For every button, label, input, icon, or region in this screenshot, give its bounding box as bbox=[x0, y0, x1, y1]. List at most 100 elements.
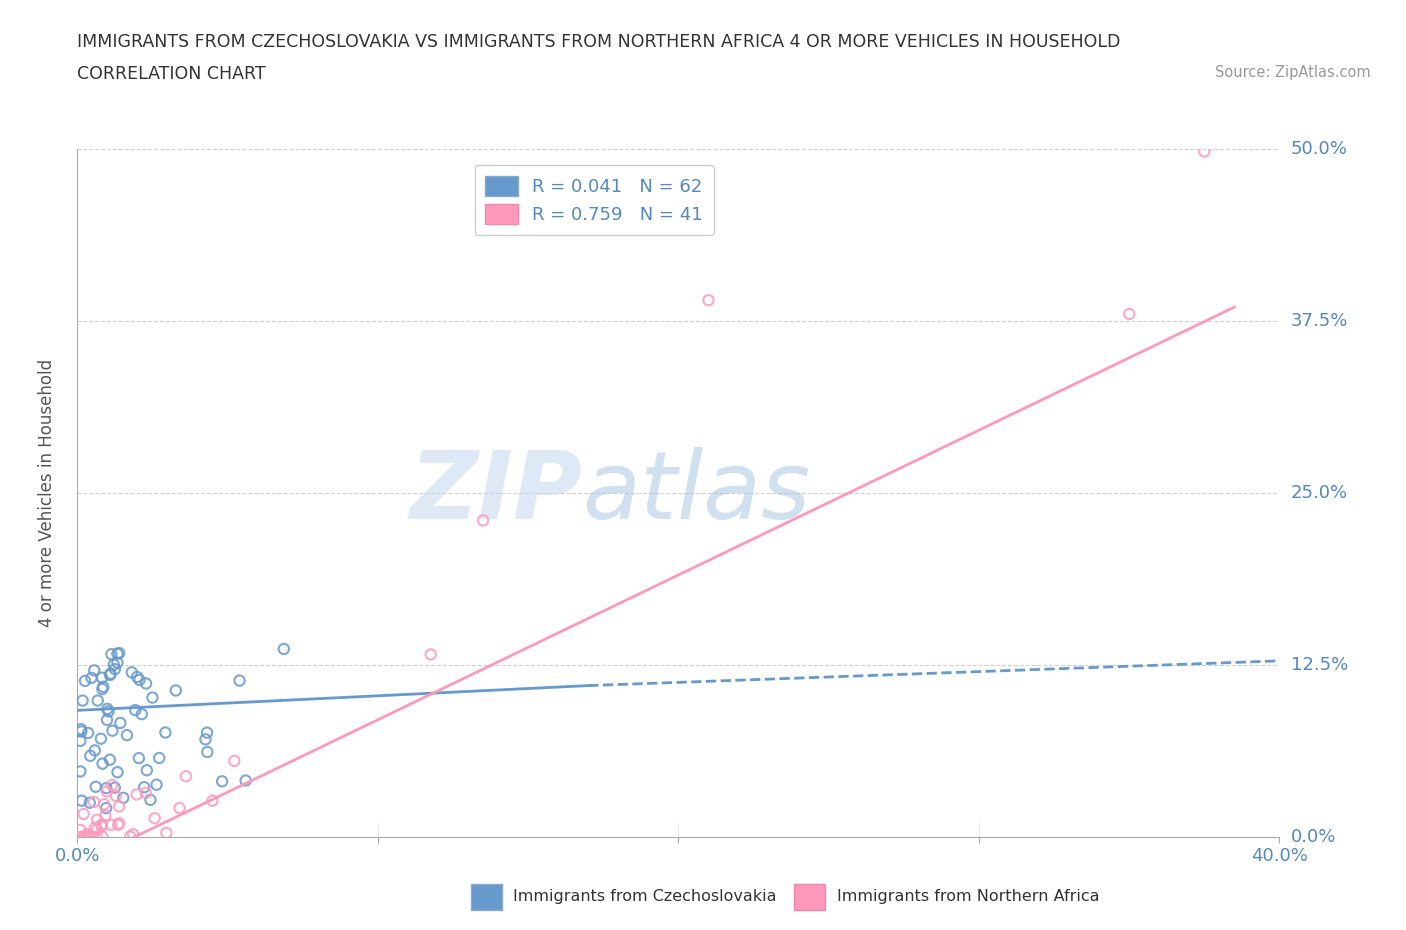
Point bbox=[98, 752, 121, 767]
Point bbox=[135, 763, 157, 777]
Point bbox=[91, 756, 114, 771]
Point bbox=[83, 663, 105, 678]
Point bbox=[90, 817, 112, 832]
Point bbox=[143, 811, 166, 826]
Point bbox=[131, 707, 153, 722]
Point bbox=[134, 779, 156, 794]
Point bbox=[73, 830, 96, 844]
Point bbox=[90, 819, 112, 834]
Point bbox=[195, 745, 218, 760]
Legend: R = 0.041   N = 62, R = 0.759   N = 41: R = 0.041 N = 62, R = 0.759 N = 41 bbox=[475, 165, 714, 235]
Text: Immigrants from Czechoslovakia: Immigrants from Czechoslovakia bbox=[513, 889, 776, 904]
Point bbox=[224, 753, 246, 768]
Y-axis label: 4 or more Vehicles in Household: 4 or more Vehicles in Household bbox=[38, 359, 56, 627]
Point bbox=[1118, 307, 1140, 322]
Point bbox=[127, 670, 149, 684]
Point bbox=[155, 826, 177, 841]
Point bbox=[101, 724, 124, 738]
Point bbox=[75, 830, 97, 844]
Point bbox=[79, 830, 101, 844]
Point bbox=[91, 679, 114, 694]
Point bbox=[107, 656, 129, 671]
Point bbox=[105, 646, 128, 661]
Point bbox=[124, 703, 146, 718]
Point bbox=[80, 671, 103, 685]
Point bbox=[128, 672, 150, 687]
Point bbox=[165, 683, 187, 698]
Point bbox=[87, 693, 110, 708]
Point bbox=[110, 715, 132, 730]
Point bbox=[77, 829, 100, 844]
Point bbox=[194, 732, 217, 747]
Point bbox=[86, 812, 108, 827]
Point bbox=[115, 728, 138, 743]
Point bbox=[96, 712, 118, 727]
Point bbox=[69, 822, 91, 837]
Point bbox=[97, 704, 120, 719]
Point bbox=[91, 830, 114, 844]
Point bbox=[93, 797, 115, 812]
Point bbox=[96, 780, 118, 795]
Point bbox=[100, 817, 122, 832]
Point bbox=[107, 817, 129, 832]
Point bbox=[70, 724, 93, 738]
Point bbox=[103, 658, 125, 672]
Point bbox=[139, 792, 162, 807]
Text: Source: ZipAtlas.com: Source: ZipAtlas.com bbox=[1215, 65, 1371, 80]
Text: 37.5%: 37.5% bbox=[1291, 312, 1348, 330]
Point bbox=[1194, 144, 1216, 159]
Text: 12.5%: 12.5% bbox=[1291, 656, 1348, 674]
Point bbox=[79, 795, 101, 810]
Point bbox=[94, 801, 117, 816]
Point bbox=[69, 830, 91, 844]
Point bbox=[174, 769, 197, 784]
Point bbox=[104, 780, 127, 795]
Point bbox=[96, 701, 118, 716]
Point bbox=[90, 731, 112, 746]
Point bbox=[472, 513, 495, 528]
Point bbox=[122, 827, 145, 842]
Point bbox=[135, 676, 157, 691]
Text: ZIP: ZIP bbox=[409, 447, 582, 538]
Point bbox=[141, 690, 163, 705]
Point bbox=[235, 773, 257, 788]
Point bbox=[228, 673, 250, 688]
Point bbox=[135, 785, 157, 800]
Point bbox=[83, 820, 105, 835]
Point bbox=[70, 793, 93, 808]
Point bbox=[169, 801, 191, 816]
Point bbox=[104, 661, 127, 676]
Point bbox=[86, 822, 108, 837]
Point bbox=[83, 794, 105, 809]
Point bbox=[76, 827, 98, 842]
Point bbox=[69, 734, 91, 749]
Text: CORRELATION CHART: CORRELATION CHART bbox=[77, 65, 266, 83]
Point bbox=[128, 751, 150, 765]
Point bbox=[121, 665, 143, 680]
Point bbox=[195, 725, 218, 740]
Point bbox=[148, 751, 170, 765]
Point bbox=[100, 646, 122, 661]
Text: 0.0%: 0.0% bbox=[1291, 828, 1336, 846]
Point bbox=[79, 749, 101, 764]
Text: 25.0%: 25.0% bbox=[1291, 484, 1348, 502]
Point bbox=[101, 777, 124, 792]
Point bbox=[69, 764, 91, 778]
Point bbox=[107, 764, 129, 779]
Point bbox=[91, 682, 114, 697]
Point bbox=[72, 806, 94, 821]
Point bbox=[112, 790, 135, 805]
Point bbox=[96, 784, 118, 799]
Point bbox=[211, 774, 233, 789]
Point bbox=[273, 642, 295, 657]
Point bbox=[100, 666, 122, 681]
Point bbox=[125, 787, 148, 802]
Text: IMMIGRANTS FROM CZECHOSLOVAKIA VS IMMIGRANTS FROM NORTHERN AFRICA 4 OR MORE VEHI: IMMIGRANTS FROM CZECHOSLOVAKIA VS IMMIGR… bbox=[77, 33, 1121, 50]
Point bbox=[108, 816, 131, 830]
Point bbox=[86, 830, 108, 844]
Point bbox=[108, 645, 131, 660]
Text: 50.0%: 50.0% bbox=[1291, 140, 1347, 158]
Point bbox=[84, 779, 107, 794]
Point bbox=[82, 830, 104, 844]
Point bbox=[79, 830, 101, 844]
